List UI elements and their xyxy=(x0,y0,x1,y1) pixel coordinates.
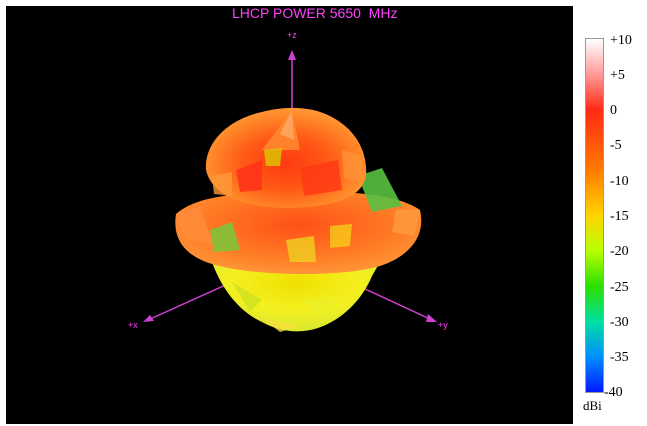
z-axis-arrow xyxy=(288,50,296,60)
colorbar-tick-label: -40 xyxy=(604,385,623,400)
pattern-lower-lobe xyxy=(212,262,380,332)
colorbar-tick-label: +5 xyxy=(610,68,625,83)
x-axis-arrow xyxy=(143,315,154,322)
colorbar-tick-label: -15 xyxy=(610,209,629,224)
colorbar-tick-label: -30 xyxy=(610,315,629,330)
pattern-brim xyxy=(175,168,422,275)
z-axis-label: +z xyxy=(287,30,297,40)
y-axis-label: +y xyxy=(438,320,448,330)
colorbar-tick-label: -20 xyxy=(610,244,629,259)
x-axis-label: +x xyxy=(128,320,138,330)
colorbar-tick-label: -5 xyxy=(610,138,622,153)
colorbar-tick-label: +10 xyxy=(610,33,632,48)
chart-title: LHCP POWER 5650 MHz xyxy=(232,5,398,21)
colorbar-unit: dBi xyxy=(583,398,602,413)
pattern-upper-dome xyxy=(205,107,367,208)
y-axis-arrow xyxy=(426,314,437,322)
colorbar-tick-label: 0 xyxy=(610,103,617,118)
colorbar xyxy=(585,38,604,393)
colorbar-tick-label: -35 xyxy=(610,350,629,365)
colorbar-tick-label: -25 xyxy=(610,280,629,295)
colorbar-tick-label: -10 xyxy=(610,174,629,189)
